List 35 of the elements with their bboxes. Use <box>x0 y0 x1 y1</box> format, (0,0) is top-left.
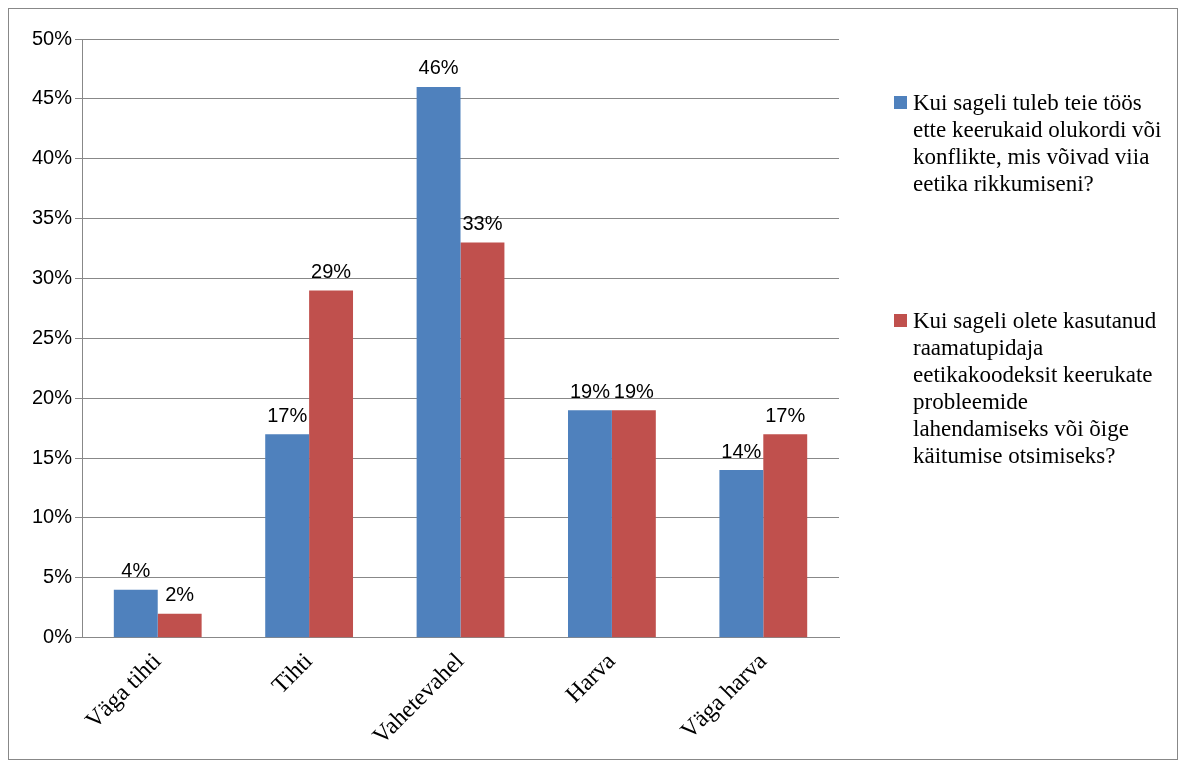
y-tick-label: 0% <box>43 625 73 648</box>
y-tick-label: 40% <box>32 146 73 169</box>
y-tick-label: 5% <box>43 565 73 588</box>
bar <box>265 434 310 638</box>
data-label: 19% <box>613 379 655 402</box>
bar <box>611 410 656 638</box>
y-tick-label: 30% <box>32 266 73 288</box>
bar <box>113 589 158 638</box>
data-label: 46% <box>418 56 459 79</box>
data-label: 33% <box>462 212 503 235</box>
bar <box>763 434 808 638</box>
data-label: 17% <box>765 403 806 426</box>
data-label: 19% <box>569 379 611 402</box>
bar <box>460 242 505 638</box>
bar <box>309 290 354 638</box>
bar <box>719 470 764 638</box>
data-label: 29% <box>311 259 352 282</box>
y-tick-label: 15% <box>32 445 73 468</box>
y-tick-label: 50% <box>32 26 73 49</box>
bar <box>568 410 612 638</box>
legend-label: Kui sageli tuleb teie töös ette keerukaid olukordi või konflikte, mis võivad viia eetika rikkumiseni? <box>913 89 1163 197</box>
legend-label: Kui sageli olete kasutanud raamatupidaja eetikakoodeksit keerukate probleemide lahendamiseks või õige käitumise otsimiseks? <box>913 307 1158 469</box>
data-label: 4% <box>121 559 151 582</box>
x-tick-label: Väga tihti <box>79 647 166 734</box>
y-tick-label: 35% <box>32 206 73 229</box>
data-label: 17% <box>267 403 308 426</box>
data-label: 2% <box>165 583 195 606</box>
y-tick-label: 20% <box>32 385 73 408</box>
data-label: 14% <box>721 439 762 462</box>
bar <box>416 86 461 638</box>
bar <box>157 613 202 638</box>
y-tick-label: 25% <box>32 325 73 348</box>
y-tick-label: 10% <box>32 505 73 528</box>
x-tick-label: Tihti <box>266 647 318 699</box>
y-tick-label: 45% <box>32 86 73 109</box>
